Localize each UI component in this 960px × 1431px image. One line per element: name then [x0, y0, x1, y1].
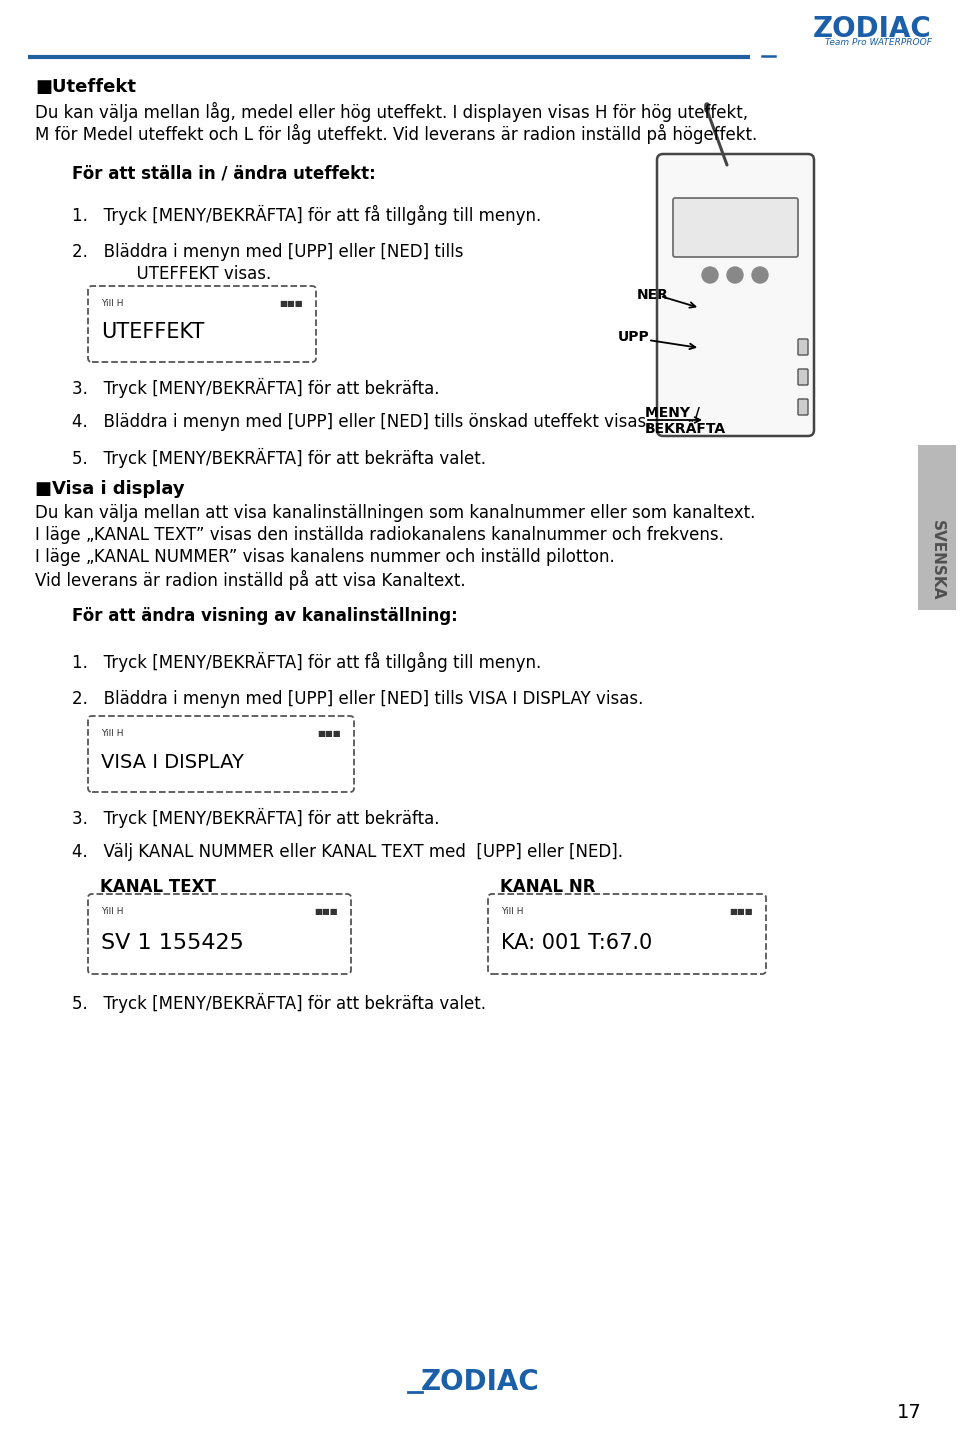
- Text: ZODIAC: ZODIAC: [420, 1368, 540, 1397]
- Text: ■■■: ■■■: [314, 907, 338, 916]
- Text: Yill H: Yill H: [501, 907, 523, 916]
- Text: ■■■: ■■■: [318, 728, 341, 738]
- Text: Yill H: Yill H: [101, 907, 124, 916]
- Text: NER: NER: [637, 288, 669, 302]
- Text: 4.   Bläddra i menyn med [UPP] eller [NED] tills önskad uteffekt visas.: 4. Bläddra i menyn med [UPP] eller [NED]…: [72, 414, 652, 431]
- Text: KANAL TEXT: KANAL TEXT: [100, 879, 216, 896]
- Text: MENY /: MENY /: [645, 405, 700, 419]
- FancyBboxPatch shape: [88, 894, 351, 975]
- Text: ■■■: ■■■: [279, 299, 303, 308]
- FancyBboxPatch shape: [657, 155, 814, 436]
- Text: ■Uteffekt: ■Uteffekt: [35, 79, 136, 96]
- Text: För att ställa in / ändra uteffekt:: För att ställa in / ändra uteffekt:: [72, 165, 375, 183]
- Text: 2.   Bläddra i menyn med [UPP] eller [NED] tills VISA I DISPLAY visas.: 2. Bläddra i menyn med [UPP] eller [NED]…: [72, 690, 643, 708]
- Text: 4.   Välj KANAL NUMMER eller KANAL TEXT med  [UPP] eller [NED].: 4. Välj KANAL NUMMER eller KANAL TEXT me…: [72, 843, 623, 861]
- Text: 1.   Tryck [MENY/BEKRÄFTA] för att få tillgång till menyn.: 1. Tryck [MENY/BEKRÄFTA] för att få till…: [72, 205, 541, 225]
- Text: ■Visa i display: ■Visa i display: [35, 479, 184, 498]
- Text: BEKRÄFTA: BEKRÄFTA: [645, 422, 726, 436]
- Text: ■■■: ■■■: [730, 907, 753, 916]
- FancyBboxPatch shape: [673, 197, 798, 258]
- Text: Yill H: Yill H: [101, 299, 124, 308]
- FancyBboxPatch shape: [798, 339, 808, 355]
- Text: SV 1 155425: SV 1 155425: [101, 933, 244, 953]
- FancyBboxPatch shape: [88, 286, 316, 362]
- Text: 5.   Tryck [MENY/BEKRÄFTA] för att bekräfta valet.: 5. Tryck [MENY/BEKRÄFTA] för att bekräft…: [72, 993, 486, 1013]
- Circle shape: [752, 268, 768, 283]
- Text: M för Medel uteffekt och L för låg uteffekt. Vid leverans är radion inställd på : M för Medel uteffekt och L för låg uteff…: [35, 124, 757, 145]
- Text: KA: 001 T:67.0: KA: 001 T:67.0: [501, 933, 652, 953]
- Circle shape: [702, 268, 718, 283]
- Text: 3.   Tryck [MENY/BEKRÄFTA] för att bekräfta.: 3. Tryck [MENY/BEKRÄFTA] för att bekräft…: [72, 378, 440, 398]
- Text: Du kan välja mellan att visa kanalinställningen som kanalnummer eller som kanalt: Du kan välja mellan att visa kanalinstäl…: [35, 504, 756, 522]
- FancyBboxPatch shape: [798, 369, 808, 385]
- Text: För att ändra visning av kanalinställning:: För att ändra visning av kanalinställnin…: [72, 607, 458, 625]
- Text: Team Pro WATERPROOF: Team Pro WATERPROOF: [826, 39, 932, 47]
- Text: UPP: UPP: [618, 331, 650, 343]
- Text: VISA I DISPLAY: VISA I DISPLAY: [101, 753, 244, 771]
- FancyBboxPatch shape: [88, 716, 354, 791]
- Text: 17: 17: [898, 1402, 922, 1422]
- FancyBboxPatch shape: [488, 894, 766, 975]
- Text: UTEFFEKT visas.: UTEFFEKT visas.: [105, 265, 272, 283]
- FancyBboxPatch shape: [798, 399, 808, 415]
- Text: Yill H: Yill H: [101, 728, 124, 738]
- Text: I läge „KANAL NUMMER” visas kanalens nummer och inställd pilotton.: I läge „KANAL NUMMER” visas kanalens num…: [35, 548, 614, 567]
- FancyBboxPatch shape: [918, 445, 956, 610]
- Text: SVENSKA: SVENSKA: [929, 519, 945, 601]
- Text: ZODIAC: ZODIAC: [813, 14, 932, 43]
- Text: Vid leverans är radion inställd på att visa Kanaltext.: Vid leverans är radion inställd på att v…: [35, 570, 466, 590]
- Text: 5.   Tryck [MENY/BEKRÄFTA] för att bekräfta valet.: 5. Tryck [MENY/BEKRÄFTA] för att bekräft…: [72, 448, 486, 468]
- Circle shape: [727, 268, 743, 283]
- Text: UTEFFEKT: UTEFFEKT: [101, 322, 204, 342]
- Text: KANAL NR: KANAL NR: [500, 879, 595, 896]
- Text: Du kan välja mellan låg, medel eller hög uteffekt. I displayen visas H för hög u: Du kan välja mellan låg, medel eller hög…: [35, 102, 748, 122]
- Text: 2.   Bläddra i menyn med [UPP] eller [NED] tills: 2. Bläddra i menyn med [UPP] eller [NED]…: [72, 243, 464, 260]
- Text: I läge „KANAL TEXT” visas den inställda radiokanalens kanalnummer och frekvens.: I läge „KANAL TEXT” visas den inställda …: [35, 527, 724, 544]
- Text: 3.   Tryck [MENY/BEKRÄFTA] för att bekräfta.: 3. Tryck [MENY/BEKRÄFTA] för att bekräft…: [72, 809, 440, 829]
- Text: 1.   Tryck [MENY/BEKRÄFTA] för att få tillgång till menyn.: 1. Tryck [MENY/BEKRÄFTA] för att få till…: [72, 653, 541, 673]
